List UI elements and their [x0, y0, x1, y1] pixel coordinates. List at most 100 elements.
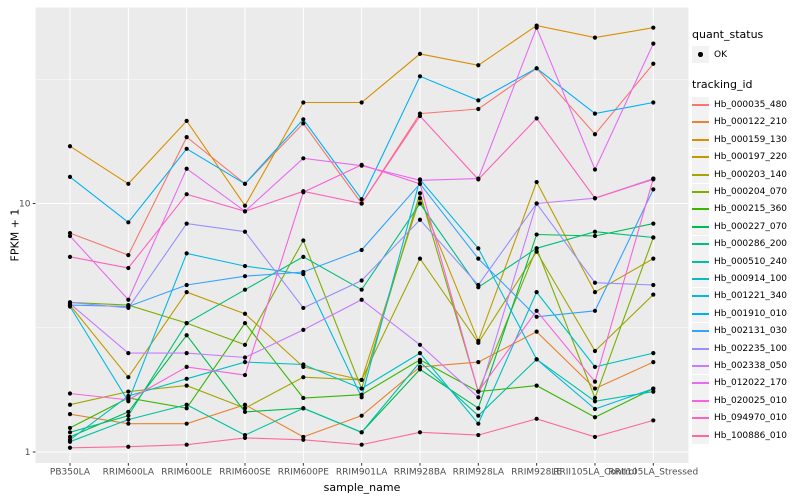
data-point	[126, 265, 131, 271]
data-point	[592, 434, 598, 440]
x-tick-label: RRIM928LE	[511, 468, 562, 478]
data-point	[242, 321, 248, 326]
legend-entry-tracking: Hb_000204_070	[692, 183, 798, 201]
data-point	[651, 187, 656, 192]
data-point	[651, 386, 656, 391]
data-point	[651, 177, 656, 182]
data-point	[476, 421, 481, 426]
legend-entry-label: Hb_020025_010	[714, 395, 788, 406]
data-point	[126, 297, 131, 302]
data-point	[126, 181, 131, 186]
legend-tracking-entries: Hb_000035_480 Hb_000122_210 Hb_000159_130 H…	[692, 96, 798, 444]
legend-entry-label: Hb_000035_480	[714, 100, 788, 111]
data-point	[534, 116, 539, 121]
data-point	[359, 100, 364, 105]
data-point	[301, 189, 306, 194]
legend-entry-label: Hb_000510_240	[714, 256, 788, 267]
data-point	[184, 383, 189, 388]
data-point	[476, 177, 481, 182]
data-point	[592, 290, 598, 295]
data-point	[592, 167, 598, 172]
data-point	[417, 367, 423, 372]
legend-entry-label: OK	[714, 49, 727, 60]
data-point	[592, 233, 598, 239]
data-point	[184, 192, 189, 197]
x-tick-label: RRIM928LA	[453, 468, 505, 478]
data-point	[184, 221, 189, 226]
data-point	[126, 421, 131, 426]
legend-entry-tracking: Hb_002338_050	[692, 357, 798, 375]
line-key-icon	[692, 374, 709, 392]
line-key-icon	[692, 148, 709, 166]
data-point	[359, 162, 364, 167]
line-key-icon	[692, 235, 709, 253]
legend-entry-label: Hb_002131_030	[714, 326, 788, 337]
data-point	[651, 389, 656, 394]
data-point	[301, 406, 306, 411]
legend-entry-tracking: Hb_000035_480	[692, 96, 798, 114]
data-point	[126, 444, 131, 449]
legend-entry-tracking: Hb_000914_100	[692, 270, 798, 288]
data-point	[592, 111, 598, 116]
legend-entry-tracking: Hb_000159_130	[692, 131, 798, 149]
data-point	[184, 282, 189, 288]
data-point	[242, 209, 248, 214]
data-point	[476, 246, 481, 251]
legend-entry-tracking: Hb_002235_100	[692, 340, 798, 358]
data-point	[301, 156, 306, 161]
data-point	[592, 308, 598, 313]
data-point	[476, 256, 481, 261]
data-point	[242, 342, 248, 347]
data-point	[417, 74, 423, 79]
x-tick-label: RRII105LA_Stressed	[608, 468, 698, 478]
data-point	[476, 340, 481, 345]
data-point	[476, 63, 481, 68]
data-point	[242, 311, 248, 316]
data-point	[359, 287, 364, 292]
data-point	[417, 191, 423, 196]
legend-entry-tracking: Hb_000227_070	[692, 218, 798, 236]
data-point	[534, 314, 539, 319]
data-point	[417, 351, 423, 356]
data-point	[651, 256, 656, 261]
data-point	[184, 402, 189, 407]
legend-entry-label: Hb_002235_100	[714, 343, 788, 354]
data-point	[67, 174, 73, 179]
legend-entry-tracking: Hb_000203_140	[692, 166, 798, 184]
data-point	[651, 41, 656, 46]
data-point	[184, 351, 189, 356]
legend-entry-label: Hb_000197_220	[714, 152, 788, 163]
point-key-icon	[692, 46, 709, 64]
data-point	[184, 321, 189, 326]
line-key-icon	[692, 218, 709, 236]
data-point	[534, 66, 539, 71]
data-point	[67, 391, 73, 396]
data-point	[184, 135, 189, 140]
data-point	[126, 393, 131, 399]
data-point	[301, 100, 306, 105]
legend-entry-label: Hb_000914_100	[714, 273, 788, 284]
data-point	[184, 376, 189, 381]
data-point	[242, 360, 248, 365]
line-key-icon	[692, 287, 709, 305]
data-point	[476, 389, 481, 394]
data-point	[534, 201, 539, 206]
x-tick-label: RRIM600LE	[161, 468, 212, 478]
legend-entry-tracking: Hb_001221_340	[692, 287, 798, 305]
x-tick-label: RRIM600LA	[103, 468, 155, 478]
x-tick-label: RRIM600SE	[219, 468, 271, 478]
data-point	[534, 249, 539, 254]
data-point	[184, 406, 189, 411]
legend-entry-label: Hb_000203_140	[714, 169, 788, 180]
data-point	[417, 178, 423, 183]
data-point	[301, 238, 306, 243]
data-point	[67, 412, 73, 417]
data-point	[67, 445, 73, 450]
legend-entry-tracking: Hb_100886_010	[692, 427, 798, 444]
data-point	[651, 351, 656, 356]
data-point	[67, 254, 73, 259]
data-point	[242, 435, 248, 440]
data-point	[592, 229, 598, 234]
data-point	[184, 118, 189, 123]
data-point	[476, 432, 481, 438]
